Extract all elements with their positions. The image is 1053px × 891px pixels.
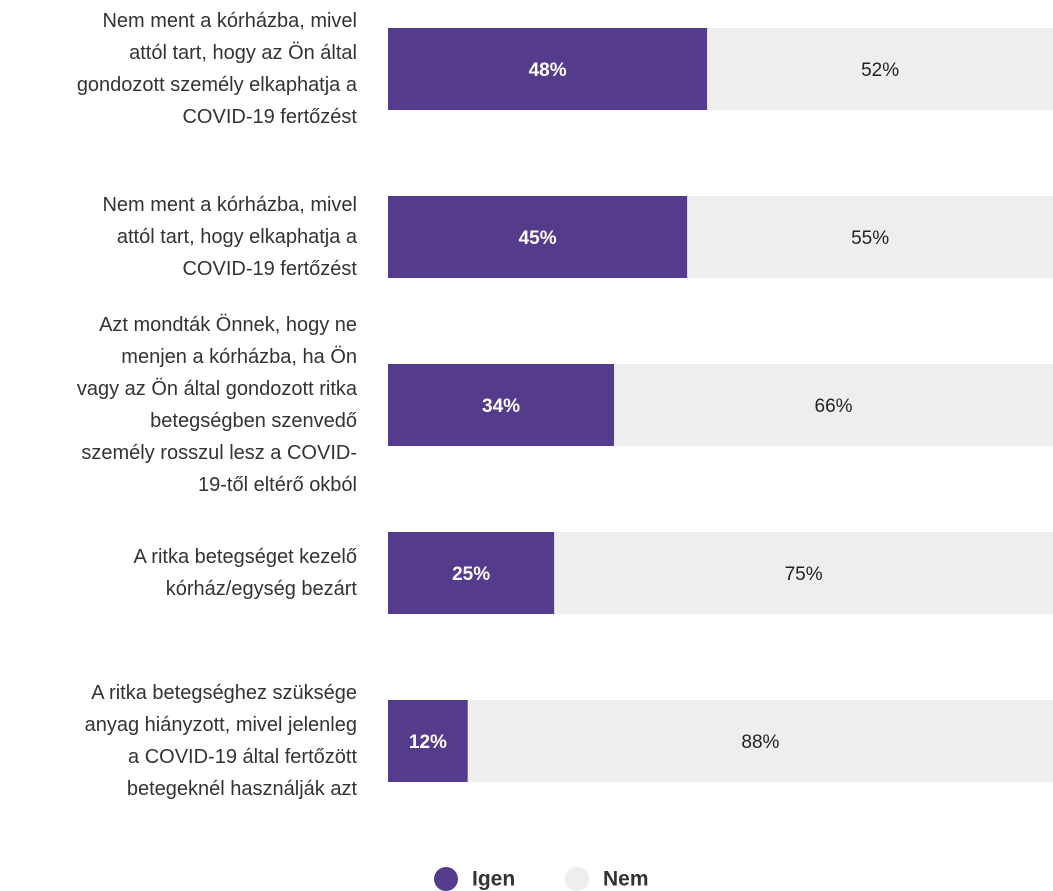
value-label: 34% bbox=[482, 396, 520, 417]
bar-segment bbox=[467, 700, 1053, 782]
value-label: 52% bbox=[861, 60, 899, 81]
category-label: A ritka betegséget kezelő kórház/egység … bbox=[133, 546, 357, 600]
bar-segment bbox=[388, 196, 688, 278]
bar-segment bbox=[614, 364, 1053, 446]
legend-label: Igen bbox=[472, 868, 515, 891]
category-label: Nem ment a kórházba, mivel attól tart, h… bbox=[76, 10, 357, 128]
legend-swatch bbox=[434, 867, 458, 891]
bar-segment bbox=[388, 700, 468, 782]
value-label: 48% bbox=[529, 60, 567, 81]
category-label: Nem ment a kórházba, mivel attól tart, h… bbox=[102, 194, 357, 280]
value-label: 55% bbox=[851, 228, 889, 249]
bar-segment bbox=[554, 532, 1053, 614]
value-label: 45% bbox=[519, 228, 557, 249]
bar-segment bbox=[707, 28, 1053, 110]
value-label: 25% bbox=[452, 564, 490, 585]
bar-segment bbox=[687, 196, 1053, 278]
value-label: 88% bbox=[741, 732, 779, 753]
bar-segment bbox=[388, 532, 555, 614]
value-label: 12% bbox=[409, 732, 447, 753]
value-label: 66% bbox=[815, 396, 853, 417]
legend-swatch bbox=[565, 867, 589, 891]
category-label: A ritka betegséghez szüksége anyag hiány… bbox=[84, 682, 357, 800]
legend-label: Nem bbox=[603, 868, 649, 891]
bar-segment bbox=[388, 28, 708, 110]
category-label: Azt mondták Önnek, hogy ne menjen a kórh… bbox=[76, 314, 357, 496]
value-label: 75% bbox=[785, 564, 823, 585]
bar-segment bbox=[388, 364, 615, 446]
